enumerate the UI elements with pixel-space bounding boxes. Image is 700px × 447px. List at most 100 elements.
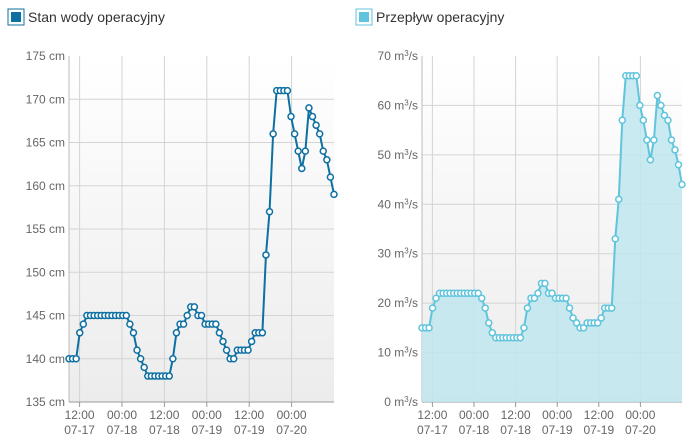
data-point xyxy=(541,279,549,288)
y-tick-label: 170 cm xyxy=(26,92,65,106)
data-point xyxy=(660,111,669,120)
data-point xyxy=(474,289,482,298)
data-point xyxy=(639,116,648,125)
legend-label: Przepływ operacyjny xyxy=(376,9,504,25)
data-point xyxy=(667,136,676,144)
data-point xyxy=(212,320,220,328)
x-tick-time: 00:00 xyxy=(625,408,655,422)
data-point xyxy=(122,311,131,320)
data-point xyxy=(481,304,489,312)
y-tick-label: 0 m3/s xyxy=(384,395,418,409)
data-point xyxy=(165,372,174,380)
data-point xyxy=(169,355,177,363)
data-point xyxy=(222,346,231,354)
data-point xyxy=(432,294,440,302)
data-point xyxy=(618,116,627,125)
data-point xyxy=(607,304,616,312)
legend-swatch xyxy=(359,12,369,22)
data-point xyxy=(611,235,619,243)
data-point xyxy=(597,314,605,322)
data-point xyxy=(290,130,299,138)
data-point xyxy=(488,329,497,337)
x-tick-date: 07-19 xyxy=(542,423,573,437)
data-point xyxy=(615,195,623,204)
data-point xyxy=(258,329,267,337)
y-tick-label: 160 cm xyxy=(26,179,65,193)
data-point xyxy=(643,136,651,144)
data-point xyxy=(572,319,581,327)
y-tick-label: 135 cm xyxy=(26,395,65,409)
x-tick-date: 07-18 xyxy=(459,423,490,437)
data-point xyxy=(330,190,338,199)
data-point xyxy=(425,324,433,332)
data-point xyxy=(301,147,310,155)
data-point xyxy=(579,324,588,332)
data-point xyxy=(269,130,277,138)
data-point xyxy=(326,173,335,181)
data-point xyxy=(308,112,317,121)
data-point xyxy=(72,355,80,363)
y-tick-label: 150 cm xyxy=(26,265,65,279)
x-tick-date: 07-19 xyxy=(234,423,265,437)
y-tick-label: 140 cm xyxy=(26,352,65,366)
data-point xyxy=(664,116,672,125)
data-point xyxy=(562,294,570,302)
data-point xyxy=(179,320,188,328)
x-tick-date: 07-20 xyxy=(625,423,656,437)
x-tick-time: 00:00 xyxy=(459,408,489,422)
data-point xyxy=(530,294,539,302)
x-tick-date: 07-18 xyxy=(149,423,180,437)
x-tick-date: 07-18 xyxy=(107,423,138,437)
data-point xyxy=(674,160,683,169)
data-point xyxy=(548,289,556,298)
y-tick-label: 10 m3/s xyxy=(378,346,418,360)
x-tick-date: 07-18 xyxy=(500,423,531,437)
data-point xyxy=(516,333,525,342)
data-point xyxy=(565,304,574,312)
data-point xyxy=(140,363,148,372)
data-point xyxy=(657,101,665,110)
data-point xyxy=(262,251,270,259)
data-point xyxy=(678,180,686,189)
y-tick-label: 40 m3/s xyxy=(378,197,418,211)
data-point xyxy=(534,289,542,298)
y-tick-label: 50 m3/s xyxy=(378,148,418,162)
data-point xyxy=(283,86,292,95)
data-point xyxy=(172,329,181,337)
data-point xyxy=(197,311,206,320)
y-tick-label: 20 m3/s xyxy=(378,296,418,310)
data-point xyxy=(319,147,328,155)
data-point xyxy=(133,346,141,354)
data-point xyxy=(593,319,602,327)
data-point xyxy=(294,147,302,155)
x-tick-time: 12:00 xyxy=(417,408,447,422)
y-tick-label: 175 cm xyxy=(26,49,65,63)
data-point xyxy=(428,304,437,312)
data-point xyxy=(265,207,274,216)
x-tick-time: 12:00 xyxy=(584,408,614,422)
data-point xyxy=(219,337,227,346)
data-point xyxy=(75,329,84,337)
x-tick-time: 12:00 xyxy=(501,408,531,422)
data-point xyxy=(520,324,528,332)
y-tick-label: 155 cm xyxy=(26,222,65,236)
data-point xyxy=(129,329,138,337)
legend-swatch xyxy=(11,12,21,22)
data-point xyxy=(315,130,324,138)
data-point xyxy=(523,304,532,312)
chart-panel-1: Stan wody operacyjny 135 cm 140 cm 145 cm 15… xyxy=(7,8,338,437)
y-tick-label: 30 m3/s xyxy=(378,247,418,261)
x-tick-time: 00:00 xyxy=(277,408,307,422)
data-point xyxy=(671,146,679,154)
x-tick-time: 12:00 xyxy=(234,408,264,422)
x-tick-date: 07-17 xyxy=(64,423,95,437)
y-tick-label: 145 cm xyxy=(26,309,65,323)
x-tick-date: 07-19 xyxy=(583,423,614,437)
x-tick-time: 12:00 xyxy=(65,408,95,422)
data-point xyxy=(653,91,662,100)
data-point xyxy=(244,346,252,354)
data-point xyxy=(298,164,306,173)
data-point xyxy=(312,121,320,129)
data-point xyxy=(136,355,145,363)
